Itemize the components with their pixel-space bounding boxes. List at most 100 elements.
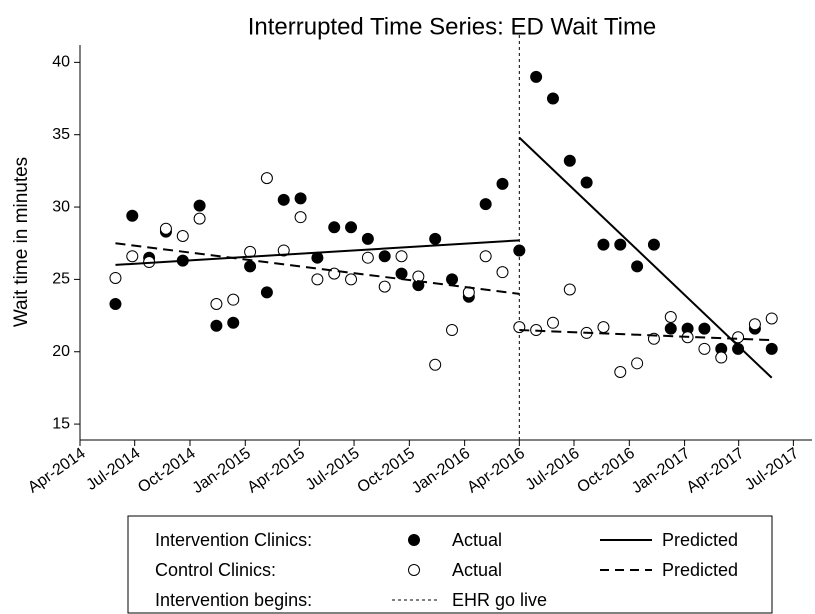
legend-box xyxy=(127,515,773,614)
x-tick-label: Jan-2017 xyxy=(629,445,693,497)
data-point xyxy=(193,199,206,212)
x-tick-label: Jul-2016 xyxy=(523,445,583,494)
x-tick-label: Apr-2016 xyxy=(464,445,528,497)
data-point xyxy=(546,92,559,105)
x-tick-label: Jan-2016 xyxy=(409,445,473,497)
data-point xyxy=(765,342,778,355)
legend: Intervention Clinics: Control Clinics: I… xyxy=(127,515,773,614)
legend-marker xyxy=(408,534,420,546)
x-tick-label: Jul-2017 xyxy=(742,445,802,494)
legend-group: Intervention begins: xyxy=(155,590,312,610)
legend-marker xyxy=(408,564,420,576)
data-point xyxy=(193,212,206,225)
data-point xyxy=(328,221,341,234)
x-tick-label: Oct-2015 xyxy=(354,445,418,497)
data-point xyxy=(260,172,273,185)
data-point xyxy=(345,273,358,286)
data-point xyxy=(664,322,677,335)
x-tick-label: Jan-2015 xyxy=(190,445,254,497)
data-point xyxy=(446,273,459,286)
data-point xyxy=(631,260,644,273)
data-point xyxy=(513,244,526,257)
data-point xyxy=(429,358,442,371)
y-tick-label: 15 xyxy=(52,415,70,432)
y-tick-label: 25 xyxy=(52,271,70,288)
data-point xyxy=(361,232,374,245)
data-point xyxy=(647,238,660,251)
x-tick-label: Jul-2014 xyxy=(83,445,143,494)
trend-line xyxy=(518,136,773,379)
data-point xyxy=(563,283,576,296)
data-point xyxy=(530,70,543,83)
data-point xyxy=(597,321,610,334)
data-point xyxy=(395,267,408,280)
data-point xyxy=(765,312,778,325)
data-point xyxy=(698,342,711,355)
data-point xyxy=(664,311,677,324)
data-point xyxy=(294,211,307,224)
data-point xyxy=(732,331,745,344)
x-tick-label: Oct-2016 xyxy=(574,445,638,497)
data-point xyxy=(732,342,745,355)
data-point xyxy=(361,251,374,264)
y-axis-label: Wait time in minutes xyxy=(11,157,32,327)
data-point xyxy=(429,232,442,245)
x-tick-label: Jul-2015 xyxy=(303,445,363,494)
trend-line xyxy=(519,329,772,342)
data-point xyxy=(748,318,761,331)
legend-label: Actual xyxy=(452,560,502,580)
data-point xyxy=(395,250,408,263)
data-point xyxy=(597,238,610,251)
legend-label: Predicted xyxy=(662,560,738,580)
data-point xyxy=(496,266,509,279)
x-tick-label: Apr-2014 xyxy=(25,445,89,497)
data-point xyxy=(311,273,324,286)
data-point xyxy=(294,192,307,205)
x-tick-label: Apr-2017 xyxy=(684,445,748,497)
data-point xyxy=(126,250,139,263)
data-point xyxy=(227,316,240,329)
trend-line xyxy=(115,239,520,266)
data-point xyxy=(227,293,240,306)
data-point xyxy=(159,222,172,235)
y-tick-label: 20 xyxy=(52,343,70,360)
y-tick-label: 30 xyxy=(52,198,70,215)
data-point xyxy=(345,221,358,234)
data-point xyxy=(176,229,189,242)
data-point xyxy=(378,280,391,293)
data-point xyxy=(109,271,122,284)
data-point xyxy=(479,250,492,263)
data-point xyxy=(496,177,509,190)
data-point xyxy=(378,250,391,263)
legend-group: Control Clinics: xyxy=(155,560,276,580)
data-point xyxy=(580,176,593,189)
data-point xyxy=(715,351,728,364)
legend-label: Actual xyxy=(452,530,502,550)
legend-group: Intervention Clinics: xyxy=(155,530,312,550)
data-point xyxy=(126,209,139,222)
x-tick-label: Apr-2015 xyxy=(244,445,308,497)
data-point xyxy=(277,193,290,206)
data-point xyxy=(244,260,257,273)
data-point xyxy=(446,324,459,337)
data-point xyxy=(277,244,290,257)
data-point xyxy=(260,286,273,299)
data-point xyxy=(614,365,627,378)
data-point xyxy=(109,297,122,310)
x-tick-label: Oct-2014 xyxy=(135,445,199,497)
data-point xyxy=(546,316,559,329)
legend-label: EHR go live xyxy=(452,590,547,610)
legend-label: Predicted xyxy=(662,530,738,550)
data-point xyxy=(479,198,492,211)
data-point xyxy=(210,319,223,332)
data-point xyxy=(210,297,223,310)
y-tick-label: 35 xyxy=(52,126,70,143)
data-point xyxy=(698,322,711,335)
data-point xyxy=(614,238,627,251)
chart-title: Interrupted Time Series: ED Wait Time xyxy=(248,13,657,40)
data-point xyxy=(563,154,576,167)
trend-line xyxy=(115,242,520,295)
y-tick-label: 40 xyxy=(52,54,70,71)
data-point xyxy=(631,357,644,370)
